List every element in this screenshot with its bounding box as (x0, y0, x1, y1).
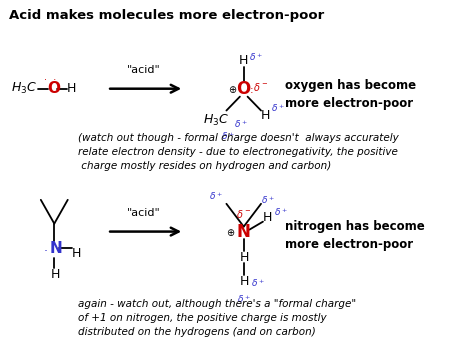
Text: $\delta^+$: $\delta^+$ (251, 277, 265, 289)
Text: "acid": "acid" (127, 208, 161, 218)
Text: $\delta^+$: $\delta^+$ (234, 119, 248, 130)
Text: H: H (261, 109, 270, 121)
Text: oxygen has become
more electron-poor: oxygen has become more electron-poor (285, 79, 416, 110)
Text: (watch out though - formal charge doesn't  always accurately
relate electron den: (watch out though - formal charge doesn'… (78, 133, 399, 171)
Text: nitrogen has become
more electron-poor: nitrogen has become more electron-poor (285, 220, 425, 251)
Text: $H_3C$: $H_3C$ (203, 113, 229, 127)
Text: :: : (249, 85, 253, 95)
Text: $H_3C$: $H_3C$ (11, 81, 37, 96)
Text: H: H (67, 82, 76, 95)
Text: "acid": "acid" (127, 65, 161, 75)
Text: H: H (240, 251, 249, 264)
Text: $\delta^+$: $\delta^+$ (221, 130, 236, 142)
Text: H: H (240, 275, 249, 288)
Text: $\delta^+$: $\delta^+$ (271, 103, 285, 114)
Text: O: O (47, 81, 61, 96)
Text: $\delta^-$: $\delta^-$ (253, 81, 268, 93)
Text: H: H (50, 268, 60, 281)
Text: H: H (239, 54, 248, 67)
Text: $\oplus$: $\oplus$ (228, 84, 237, 95)
Text: H: H (263, 211, 273, 224)
Text: H: H (72, 247, 81, 261)
Text: Acid makes molecules more electron-poor: Acid makes molecules more electron-poor (9, 9, 324, 22)
Text: N: N (49, 241, 62, 257)
Text: $\delta^+$: $\delta^+$ (261, 194, 275, 206)
Text: $\oplus$: $\oplus$ (226, 227, 235, 238)
Text: ·: · (44, 245, 48, 258)
Text: ·  ·: · · (44, 75, 56, 85)
Text: again - watch out, although there's a "formal charge"
of +1 on nitrogen, the pos: again - watch out, although there's a "f… (78, 299, 356, 337)
Text: O: O (237, 80, 251, 98)
Text: $\delta^+$: $\delta^+$ (209, 190, 223, 202)
Text: $\delta^+$: $\delta^+$ (249, 51, 264, 63)
Text: $\delta^+$: $\delta^+$ (274, 206, 289, 218)
Text: $\delta^-$: $\delta^-$ (236, 208, 251, 220)
Text: $\delta^+$: $\delta^+$ (237, 293, 251, 305)
Text: N: N (237, 223, 251, 241)
